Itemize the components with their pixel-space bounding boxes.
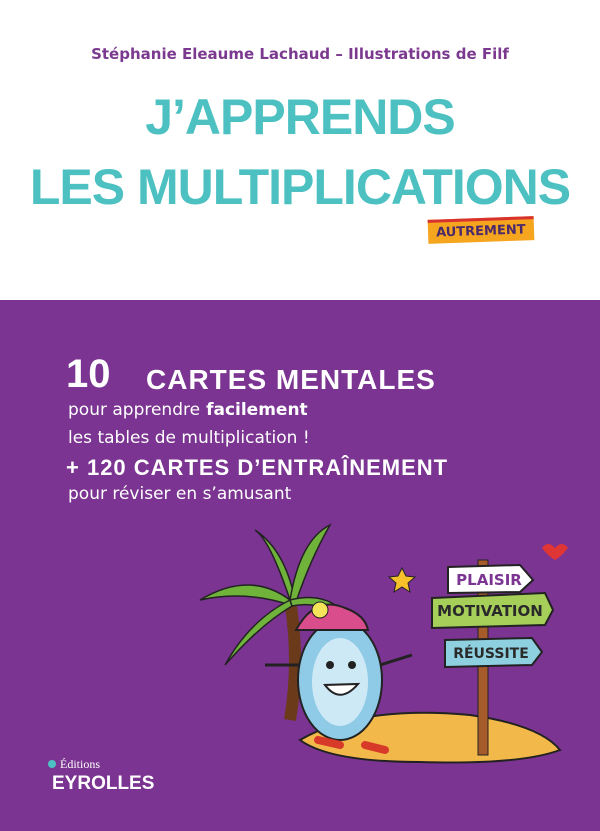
sign bbox=[444, 636, 544, 669]
sign-label: RÉUSSITE bbox=[453, 645, 529, 662]
text-line: pour réviser en s’amusant bbox=[68, 484, 292, 504]
text-bold: facilement bbox=[206, 400, 308, 420]
eye bbox=[326, 661, 334, 669]
publisher-name: EYROLLES bbox=[52, 773, 154, 794]
headline: CARTES MENTALES bbox=[146, 364, 436, 395]
star bbox=[387, 566, 417, 594]
sign-label: PLAISIR bbox=[456, 571, 522, 589]
character-face bbox=[312, 638, 368, 726]
sign bbox=[447, 563, 535, 595]
count: 10 bbox=[66, 352, 111, 396]
flower bbox=[311, 601, 329, 619]
authors: Stéphanie Eleaume Lachaud – Illustration… bbox=[91, 45, 509, 63]
mouth bbox=[323, 682, 361, 696]
logo-dot bbox=[48, 760, 56, 768]
heart bbox=[542, 544, 568, 560]
text-line: pour apprendre facilement bbox=[68, 400, 308, 420]
sign-label: MOTIVATION bbox=[437, 602, 543, 620]
title-line: J’APPRENDS bbox=[145, 89, 456, 145]
extra: + 120 CARTES D’ENTRAÎNEMENT bbox=[66, 455, 449, 480]
shoes bbox=[314, 736, 389, 754]
sign bbox=[431, 591, 555, 630]
title-line: LES MULTIPLICATIONS bbox=[29, 159, 571, 215]
eye bbox=[348, 661, 356, 669]
arms bbox=[265, 653, 413, 667]
text-line: les tables de multiplication ! bbox=[68, 428, 310, 448]
publisher-prefix: Éditions bbox=[60, 757, 100, 771]
hat bbox=[294, 603, 370, 631]
text: pour apprendre bbox=[68, 400, 201, 420]
palm-leaves bbox=[199, 523, 351, 666]
palm-trunk bbox=[284, 599, 301, 721]
